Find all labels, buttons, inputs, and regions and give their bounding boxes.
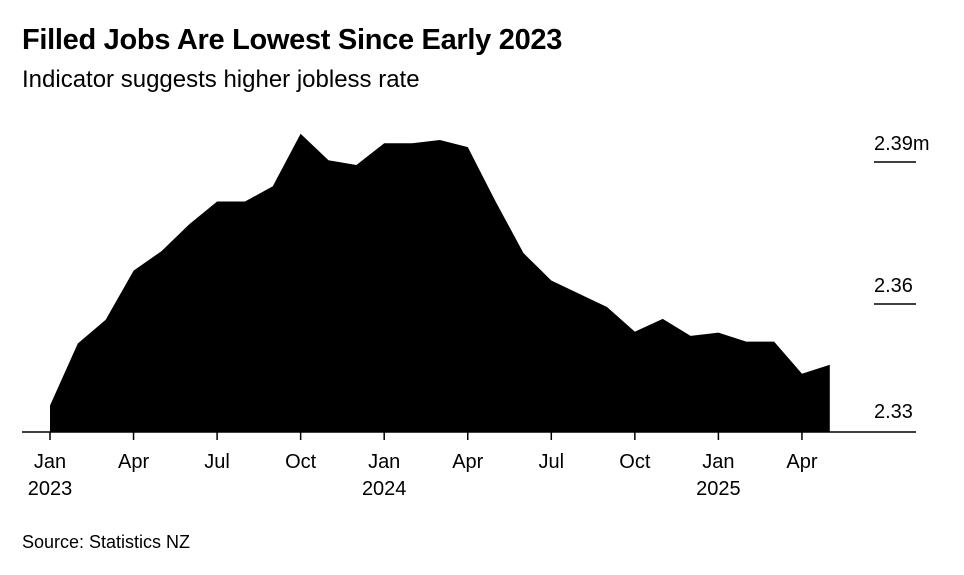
area-series: [50, 133, 830, 433]
x-tick-label: Jul: [204, 451, 230, 473]
source-note: Source: Statistics NZ: [22, 532, 191, 552]
y-tick-label: 2.36: [874, 275, 913, 297]
x-tick-year-label: 2023: [28, 478, 73, 500]
x-tick-label: Jul: [539, 451, 565, 473]
x-tick-label: Apr: [118, 451, 149, 473]
x-tick-label: Apr: [452, 451, 483, 473]
x-tick-year-label: 2025: [696, 478, 741, 500]
x-tick-label: Oct: [619, 451, 651, 473]
x-tick-label: Apr: [786, 451, 817, 473]
x-tick-label: Jan: [702, 451, 734, 473]
x-tick-year-label: 2024: [362, 478, 407, 500]
x-tick-label: Jan: [368, 451, 400, 473]
chart-subtitle: Indicator suggests higher jobless rate: [22, 66, 420, 93]
x-tick-label: Jan: [34, 451, 66, 473]
y-tick-label: 2.39m: [874, 133, 930, 155]
y-tick-label: 2.33: [874, 401, 913, 423]
x-tick-label: Oct: [285, 451, 317, 473]
chart-title: Filled Jobs Are Lowest Since Early 2023: [22, 24, 563, 56]
